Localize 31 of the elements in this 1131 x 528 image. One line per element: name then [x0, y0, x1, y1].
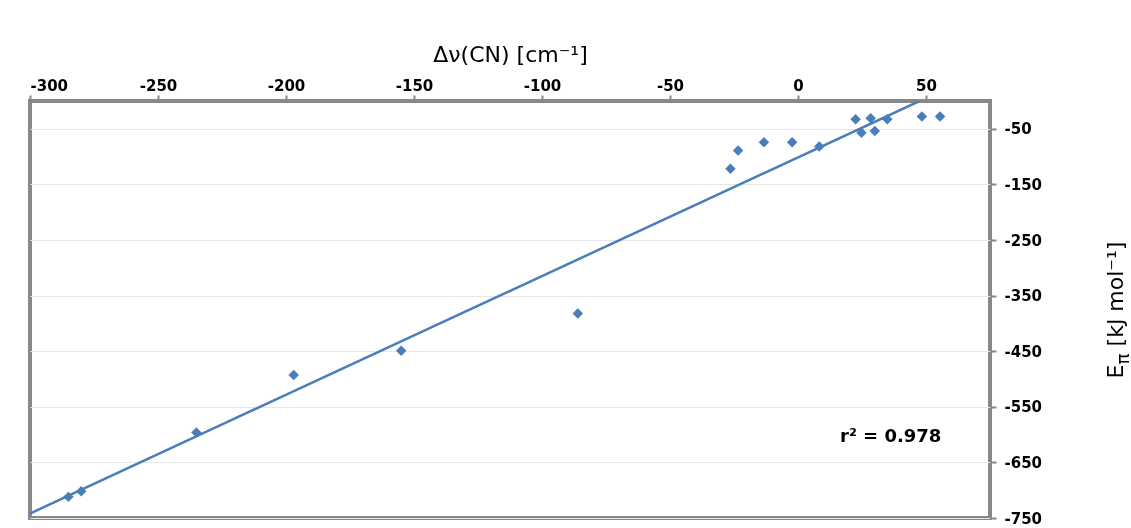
y-tick-label: -50 [1004, 120, 1032, 139]
point [395, 345, 407, 356]
y-tick-label: -250 [1004, 231, 1043, 250]
y-tick-label: -350 [1004, 287, 1043, 306]
y-tick-label: -750 [1004, 509, 1043, 528]
x-tick-label: 0 [793, 76, 804, 95]
x-tick-label: -150 [395, 76, 434, 95]
annotation: r² = 0.978 [840, 425, 942, 446]
x-tick-label: -100 [523, 76, 562, 95]
point [934, 111, 946, 122]
y-tick-label: -150 [1004, 175, 1043, 194]
y-tick-label: -550 [1004, 398, 1043, 417]
point [916, 111, 928, 122]
x-tick-label: 50 [916, 76, 937, 95]
x-tick-label: -50 [656, 76, 685, 95]
point [725, 163, 736, 175]
point [850, 114, 861, 125]
point [288, 369, 299, 381]
point [572, 308, 584, 319]
point [786, 136, 798, 148]
x-tick-label: -200 [267, 76, 306, 95]
point [732, 145, 744, 156]
x-tick-label: -300 [30, 76, 69, 95]
point [758, 136, 770, 148]
x-axis-title: Δν(CN) [cm⁻¹] [433, 41, 588, 67]
x-tick-label: -250 [139, 76, 178, 95]
y-tick-label: -450 [1004, 342, 1043, 361]
point [856, 127, 867, 138]
point [865, 112, 876, 124]
y-tick-label: -650 [1004, 453, 1043, 472]
point [869, 125, 881, 137]
